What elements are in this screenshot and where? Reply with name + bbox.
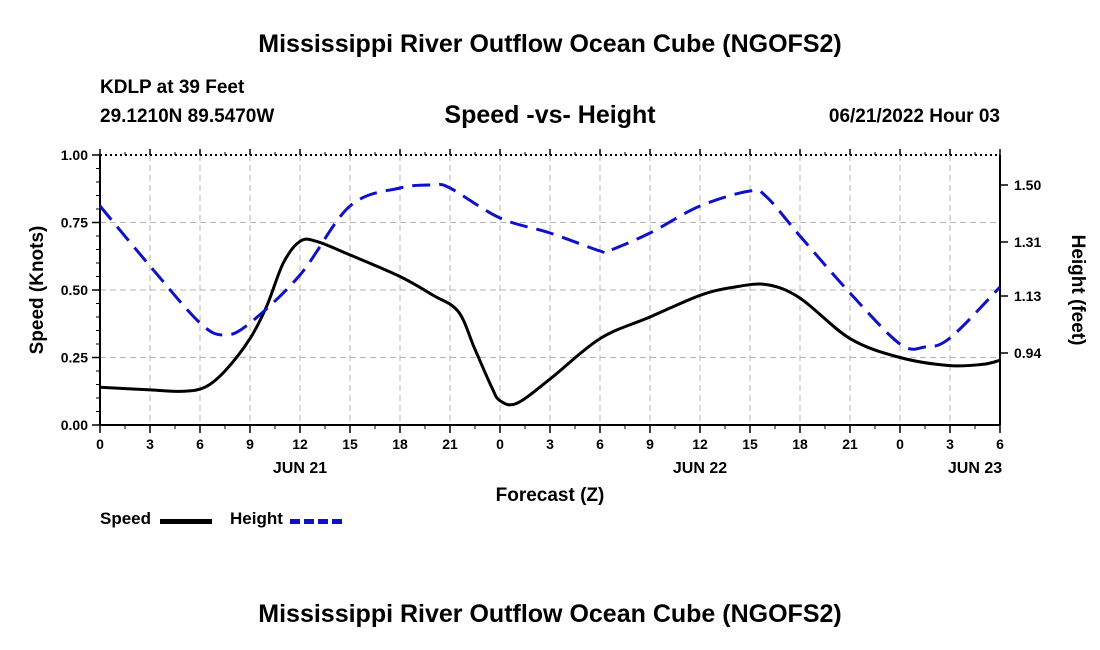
legend-speed-label: Speed bbox=[100, 509, 152, 528]
x-tick-label: 21 bbox=[842, 436, 858, 452]
axes-layer bbox=[92, 149, 1008, 433]
y-left-tick-label: 1.00 bbox=[61, 147, 88, 163]
x-tick-label: 6 bbox=[996, 436, 1004, 452]
series-layer bbox=[98, 182, 1002, 407]
x-tick-label: 12 bbox=[692, 436, 708, 452]
forecast-date-label: 06/21/2022 Hour 03 bbox=[828, 106, 1000, 127]
x-tick-label: 3 bbox=[146, 436, 154, 452]
speed-series-line bbox=[99, 237, 1001, 407]
x-tick-label: 0 bbox=[496, 436, 504, 452]
coordinates-label: 29.1210N 89.5470W bbox=[100, 106, 275, 127]
x-tick-label: 6 bbox=[596, 436, 604, 452]
legend-height-swatch bbox=[290, 519, 342, 524]
y-left-tick-label: 0.50 bbox=[61, 282, 88, 298]
y-right-tick-label: 1.31 bbox=[1014, 234, 1041, 250]
x-tick-label: 12 bbox=[292, 436, 308, 452]
y-left-axis-label: Speed (Knots) bbox=[27, 226, 48, 355]
label-layer: 0 3 6 9 12 15 18 21 0 3 6 9 12 15 18 21 0 3 6 JUN 21 JUN 22 J… bbox=[27, 147, 1088, 506]
x-tick-label: 21 bbox=[442, 436, 458, 452]
x-axis-label: Forecast (Z) bbox=[496, 485, 605, 506]
y-right-axis-label: Height (feet) bbox=[1067, 235, 1088, 346]
x-tick-label: 18 bbox=[392, 436, 408, 452]
main-title: Mississippi River Outflow Ocean Cube (NG… bbox=[258, 30, 842, 58]
chart-title: Speed -vs- Height bbox=[444, 101, 656, 129]
y-right-tick-label: 1.13 bbox=[1014, 288, 1041, 304]
y-left-tick-label: 0.00 bbox=[61, 417, 88, 433]
y-right-tick-label: 0.94 bbox=[1014, 345, 1041, 361]
x-tick-label: 3 bbox=[546, 436, 554, 452]
x-tick-label: 18 bbox=[792, 436, 808, 452]
legend-height-label: Height bbox=[230, 509, 283, 528]
x-tick-label: 9 bbox=[246, 436, 254, 452]
x-tick-label: 0 bbox=[896, 436, 904, 452]
x-day-label: JUN 23 bbox=[948, 460, 1002, 477]
x-day-label: JUN 22 bbox=[673, 460, 727, 477]
x-tick-label: 3 bbox=[946, 436, 954, 452]
grid-layer bbox=[100, 155, 1000, 425]
x-tick-label: 15 bbox=[342, 436, 358, 452]
y-right-tick-label: 1.50 bbox=[1014, 177, 1041, 193]
x-tick-label: 15 bbox=[742, 436, 758, 452]
x-tick-label: 0 bbox=[96, 436, 104, 452]
footer-title: Mississippi River Outflow Ocean Cube (NG… bbox=[258, 600, 842, 628]
height-series-line bbox=[98, 182, 1002, 351]
legend-speed-swatch bbox=[160, 519, 212, 524]
x-tick-label: 9 bbox=[646, 436, 654, 452]
y-left-tick-label: 0.75 bbox=[61, 215, 88, 231]
x-tick-label: 6 bbox=[196, 436, 204, 452]
x-day-label: JUN 21 bbox=[273, 460, 327, 477]
y-left-tick-label: 0.25 bbox=[61, 350, 88, 366]
station-label: KDLP at 39 Feet bbox=[100, 77, 245, 98]
